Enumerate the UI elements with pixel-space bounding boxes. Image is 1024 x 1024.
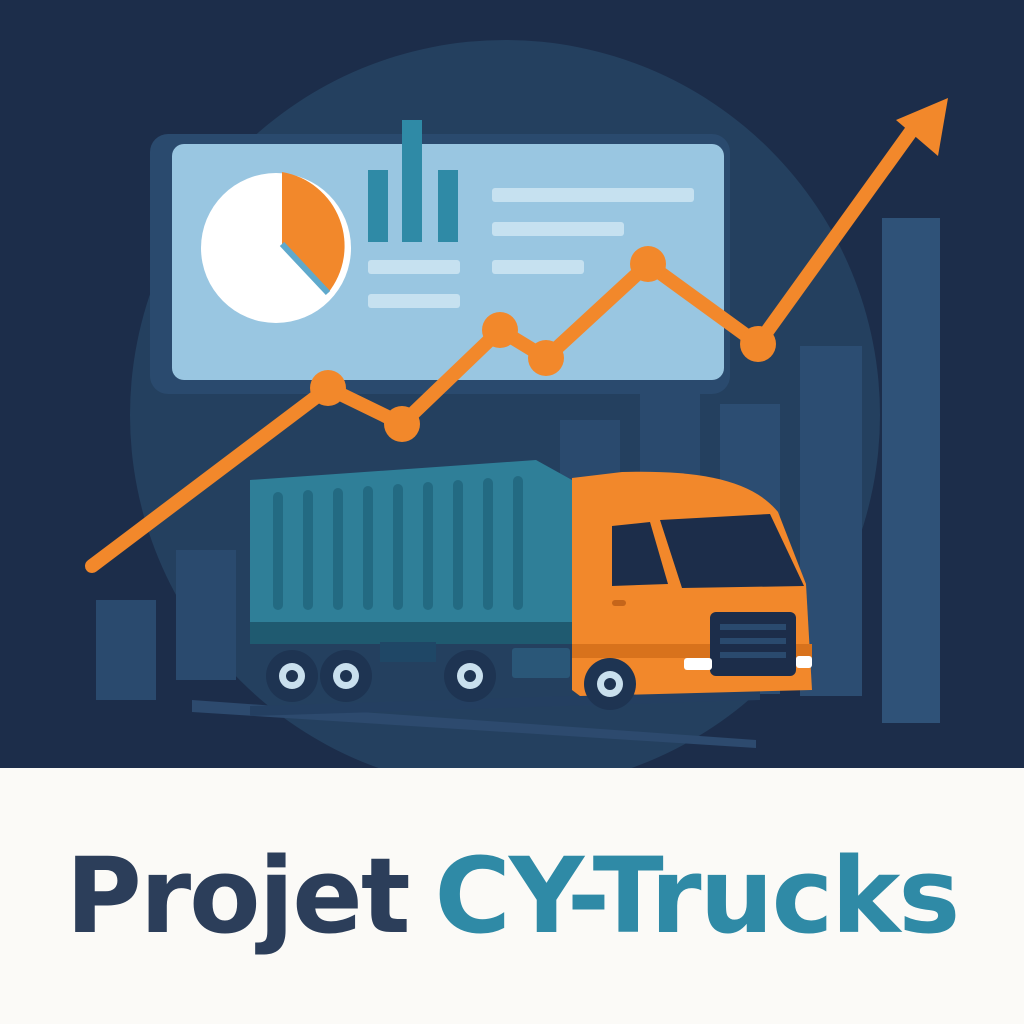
hero-illustration (0, 0, 1024, 768)
pie-chart-icon (201, 172, 351, 323)
caption-bar: Projet CY-Trucks (0, 768, 1024, 1024)
trend-arrow-icon (85, 98, 948, 573)
page-title: Projet CY-Trucks (0, 768, 1024, 1024)
title-prefix: Projet (65, 835, 411, 957)
truck-icon (250, 460, 812, 710)
bar-chart-icon (368, 120, 458, 242)
wheels (266, 650, 636, 710)
title-name: CY-Trucks (434, 835, 961, 957)
panel-lines (368, 188, 694, 308)
